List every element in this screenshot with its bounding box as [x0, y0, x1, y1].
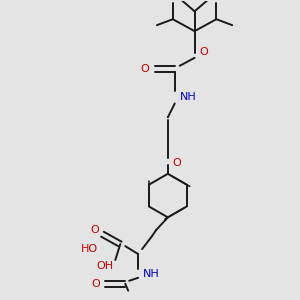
Text: NH: NH	[180, 92, 196, 103]
Text: NH: NH	[143, 269, 160, 279]
Text: HO: HO	[81, 244, 98, 254]
Text: OH: OH	[97, 261, 114, 271]
Text: O: O	[90, 225, 99, 235]
Text: O: O	[173, 158, 182, 168]
Text: O: O	[141, 64, 149, 74]
Text: O: O	[91, 279, 100, 289]
Text: O: O	[200, 47, 208, 57]
